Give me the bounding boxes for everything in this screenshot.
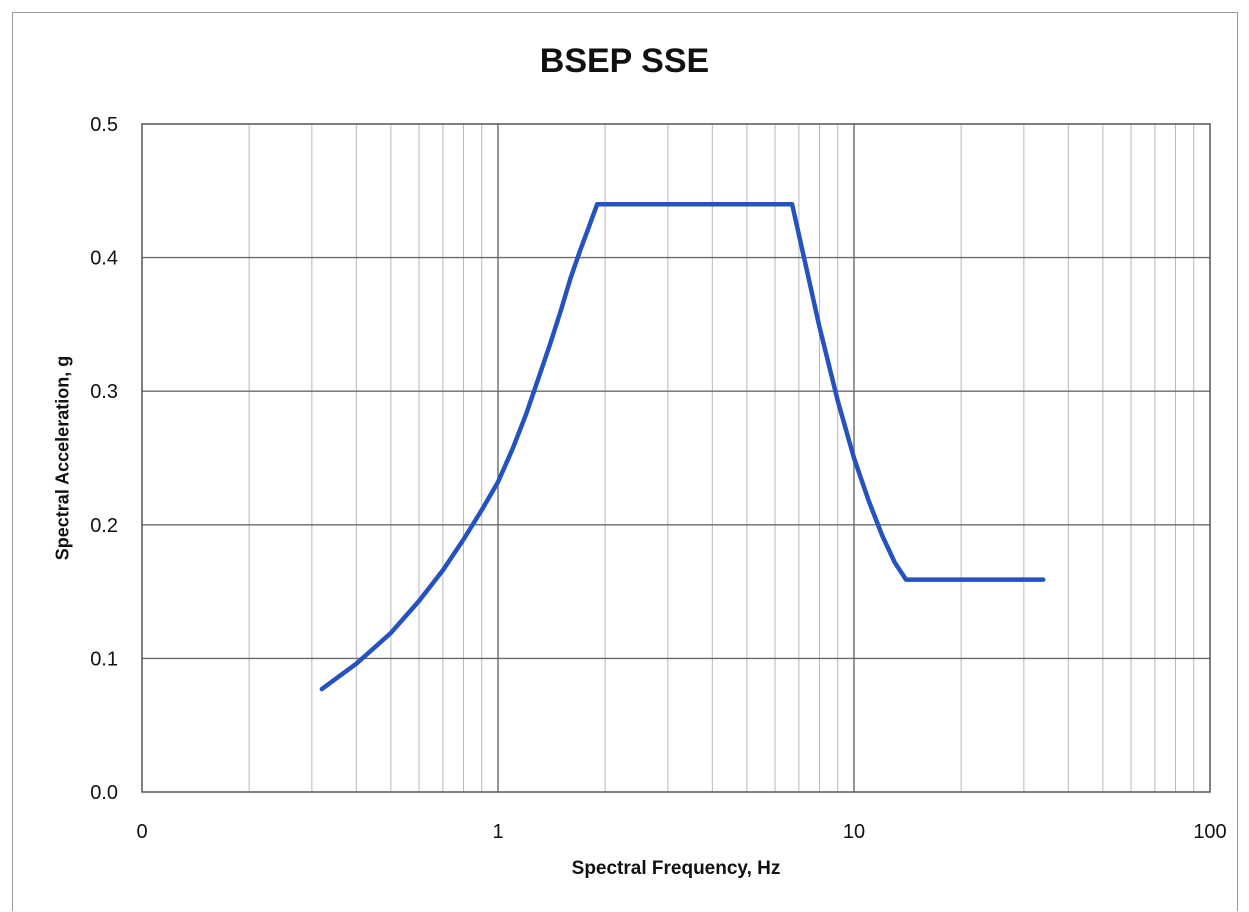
chart-frame [12, 12, 1238, 911]
y-tick-labels: 0.0 0.1 0.2 0.3 0.4 0.5 [90, 114, 118, 804]
plot-border [141, 123, 1211, 793]
y-tick-label: 0.5 [90, 114, 118, 136]
x-tick-label: 0 [136, 821, 147, 843]
y-tick-label: 0.4 [90, 248, 118, 270]
series-layer [319, 201, 1046, 692]
major-gridlines [142, 124, 1210, 792]
series-line [319, 201, 1046, 692]
y-tick-label: 0.0 [90, 782, 118, 804]
x-tick-labels: 0 1 10 100 [136, 821, 1226, 843]
chart-title: BSEP SSE [539, 42, 710, 80]
x-tick-label: 100 [1193, 821, 1226, 843]
minor-gridlines [248, 124, 1195, 792]
x-tick-label: 1 [492, 821, 503, 843]
y-tick-label: 0.3 [90, 381, 118, 403]
x-tick-label: 10 [843, 821, 865, 843]
y-tick-label: 0.1 [90, 648, 118, 670]
y-tick-label: 0.2 [90, 515, 118, 537]
x-axis-label: Spectral Frequency, Hz [571, 858, 781, 879]
